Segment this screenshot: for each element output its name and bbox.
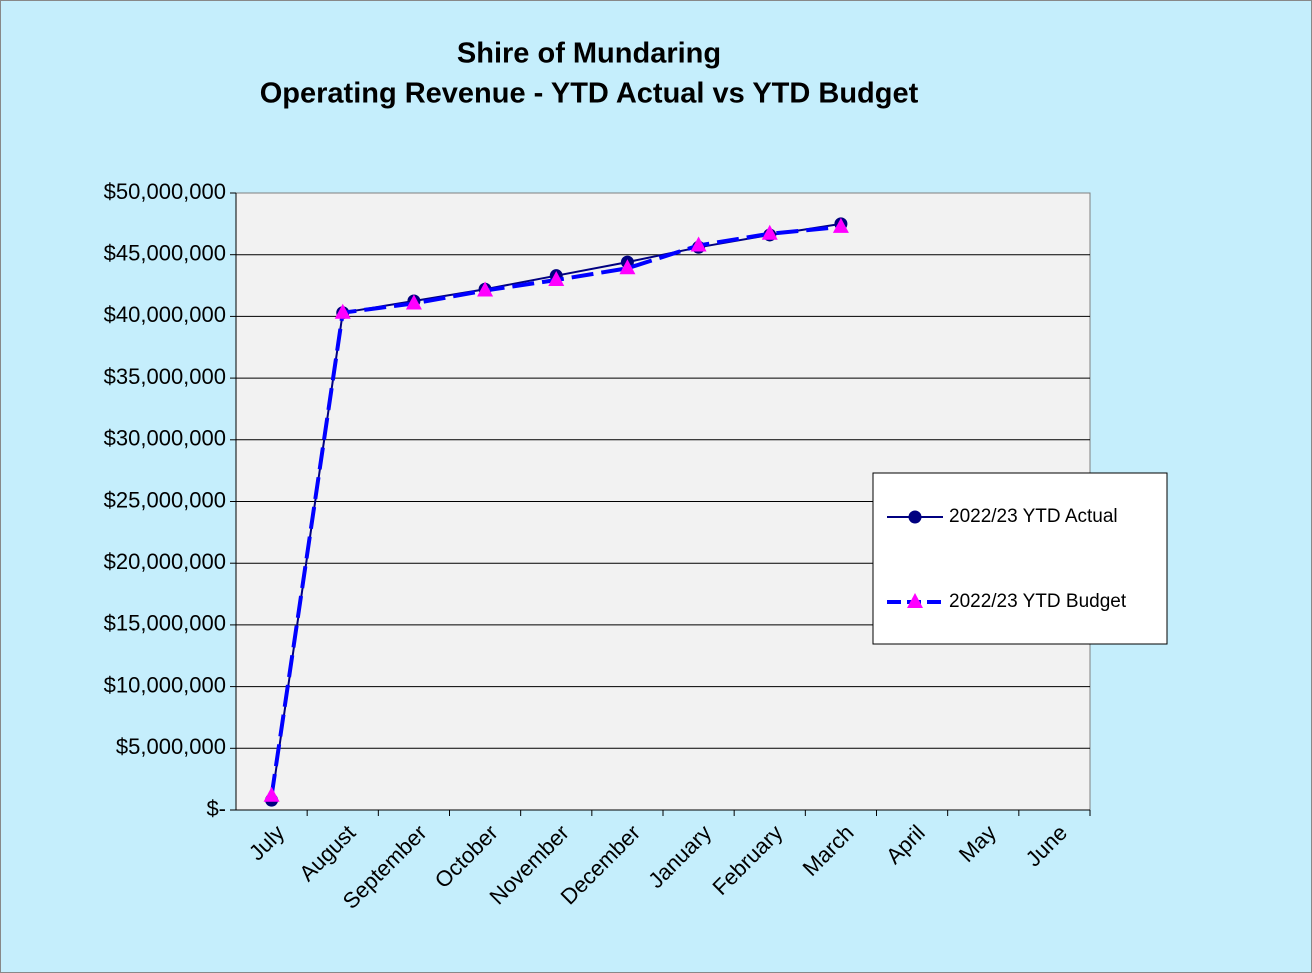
data-point	[832, 217, 849, 233]
y-tick-label: $50,000,000	[104, 179, 226, 204]
data-point	[263, 786, 280, 802]
data-point	[761, 224, 778, 240]
legend-box	[872, 472, 1168, 645]
y-tick-label: $45,000,000	[104, 241, 226, 266]
legend-label: 2022/23 YTD Actual	[949, 506, 1118, 527]
data-point	[405, 294, 422, 310]
chart-subtitle: Operating Revenue - YTD Actual vs YTD Bu…	[260, 78, 919, 110]
data-point	[548, 270, 565, 286]
y-tick-label: $10,000,000	[104, 672, 226, 697]
data-point	[690, 236, 707, 252]
y-tick-label: $20,000,000	[104, 549, 226, 574]
y-tick-label: $25,000,000	[104, 487, 226, 512]
data-point	[907, 593, 923, 608]
legend-label: 2022/23 YTD Budget	[949, 591, 1127, 612]
y-tick-label: $35,000,000	[104, 364, 226, 389]
y-tick-label: $30,000,000	[104, 426, 226, 451]
data-point	[908, 510, 922, 524]
chart-title: Shire of Mundaring	[457, 38, 721, 70]
y-tick-label: $5,000,000	[116, 734, 226, 759]
data-point	[477, 281, 494, 297]
y-tick-label: $-	[206, 796, 226, 821]
y-tick-label: $15,000,000	[104, 611, 226, 636]
data-point	[619, 259, 636, 275]
data-point	[334, 303, 351, 319]
y-tick-label: $40,000,000	[104, 302, 226, 327]
